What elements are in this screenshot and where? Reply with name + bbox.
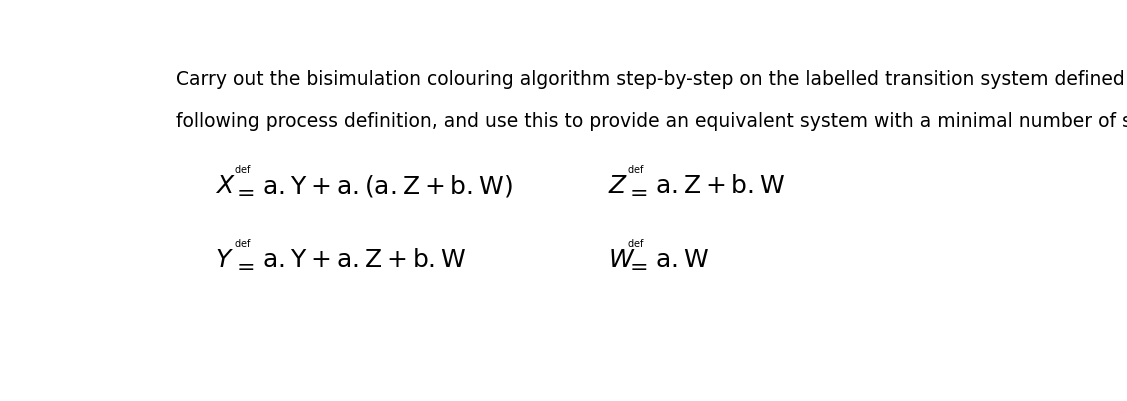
Text: $\mathrm{a.W}$: $\mathrm{a.W}$: [655, 248, 709, 271]
Text: $\mathit{Z}$: $\mathit{Z}$: [609, 174, 628, 198]
Text: $=$: $=$: [624, 181, 647, 201]
Text: $=$: $=$: [624, 255, 647, 275]
Text: $\mathrm{def}$: $\mathrm{def}$: [234, 237, 252, 249]
Text: $\mathrm{def}$: $\mathrm{def}$: [628, 237, 645, 249]
Text: Carry out the bisimulation colouring algorithm step-by-step on the labelled tran: Carry out the bisimulation colouring alg…: [176, 70, 1127, 89]
Text: $\mathrm{def}$: $\mathrm{def}$: [234, 162, 252, 174]
Text: following process definition, and use this to provide an equivalent system with : following process definition, and use th…: [176, 111, 1127, 130]
Text: $\mathrm{a.Y} + \mathrm{a.(a.Z} + \mathrm{b.W)}$: $\mathrm{a.Y} + \mathrm{a.(a.Z} + \mathr…: [263, 172, 513, 198]
Text: $\mathrm{def}$: $\mathrm{def}$: [628, 162, 645, 174]
Text: $\mathit{Y}$: $\mathit{Y}$: [215, 248, 234, 271]
Text: $\mathit{W}$: $\mathit{W}$: [609, 248, 636, 271]
Text: $\mathrm{a.Y} + \mathrm{a.Z} + \mathrm{b.W}$: $\mathrm{a.Y} + \mathrm{a.Z} + \mathrm{b…: [263, 248, 467, 271]
Text: $=$: $=$: [232, 181, 255, 201]
Text: $\mathit{X}$: $\mathit{X}$: [215, 174, 236, 198]
Text: $=$: $=$: [232, 255, 255, 275]
Text: $\mathrm{a.Z} + \mathrm{b.W}$: $\mathrm{a.Z} + \mathrm{b.W}$: [655, 174, 786, 198]
